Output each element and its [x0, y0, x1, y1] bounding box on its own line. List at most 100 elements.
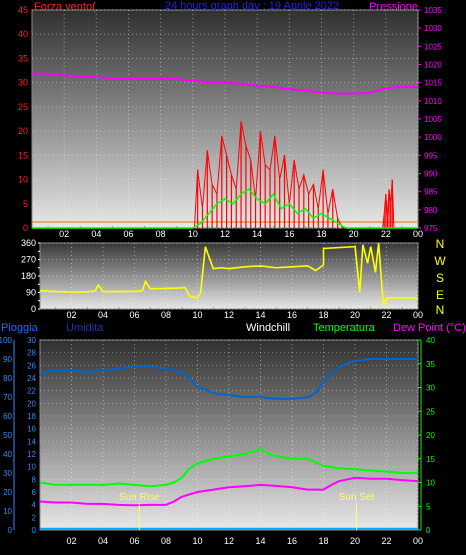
x-tick-label: 18: [316, 229, 326, 239]
left-tick-label: 30: [18, 78, 28, 88]
x-tick-label: 14: [252, 229, 262, 239]
rain-tick-label: 12: [27, 450, 36, 459]
x-tick-label: 14: [255, 310, 265, 320]
x-tick-label: 10: [192, 536, 202, 546]
humidity-tick-label: 10: [3, 507, 12, 516]
x-tick-label: 10: [192, 310, 202, 320]
compass-label-n-top: N: [436, 237, 445, 251]
compass-label-s: S: [436, 271, 444, 285]
rain-tick-label: 30: [27, 336, 36, 345]
humidity-tick-label: 80: [3, 374, 12, 383]
x-tick-label: 00: [413, 536, 423, 546]
legend-dew-point: Dew Point (°C): [393, 322, 466, 334]
left-tick-label: 45: [18, 5, 28, 15]
x-tick-label: 08: [156, 229, 166, 239]
x-tick-label: 18: [318, 536, 328, 546]
rain-tick-label: 0: [32, 526, 37, 535]
x-tick-label: 18: [318, 310, 328, 320]
right-tick-label: 975: [424, 224, 438, 233]
dew-point-line: [39, 476, 419, 507]
sun-set-label: Sun Set: [339, 492, 375, 503]
x-tick-label: 16: [284, 229, 294, 239]
right-tick-label: 1035: [424, 6, 442, 15]
left-tick-label: 25: [18, 102, 28, 112]
x-tick-label: 08: [161, 536, 171, 546]
rain-tick-label: 18: [27, 412, 36, 421]
x-tick-label: 22: [381, 229, 391, 239]
panel2-grid: [40, 242, 419, 310]
wind-direction-line: [39, 242, 418, 306]
x-tick-label: 02: [66, 536, 76, 546]
temperature-tick-label: 35: [426, 360, 435, 369]
left-tick-label: 15: [18, 150, 28, 160]
temperature-tick-label: 15: [426, 455, 435, 464]
right-tick-label: 1020: [424, 61, 442, 70]
temperature-tick-label: 30: [426, 384, 435, 393]
x-tick-label: 12: [224, 310, 234, 320]
panel1-plot-area: [31, 9, 419, 229]
right-tick-label: 1030: [424, 24, 442, 33]
x-tick-label: 20: [350, 310, 360, 320]
x-tick-label: 16: [287, 536, 297, 546]
rain-tick-label: 4: [32, 501, 37, 510]
left-tick-label: 5: [23, 199, 28, 209]
x-tick-label: 10: [188, 229, 198, 239]
panel2-plot-area: [39, 242, 419, 310]
panel1-title: 24 hours graph day : 19 Aprile 2022: [165, 0, 339, 12]
x-tick-label: 12: [220, 229, 230, 239]
humidity-line: [39, 358, 418, 400]
panel1-left-axis-title: Forza vento(: [34, 1, 96, 13]
x-tick-label: 04: [98, 536, 108, 546]
panel3-humidity-axis-title: Umidita: [66, 322, 104, 334]
x-tick-label: 22: [381, 310, 391, 320]
right-tick-label: 1015: [424, 79, 442, 88]
humidity-tick-label: 0: [8, 526, 13, 535]
rain-tick-label: 14: [27, 437, 36, 446]
x-tick-label: 02: [59, 229, 69, 239]
rain-tick-label: 22: [27, 387, 36, 396]
x-tick-label: 04: [98, 310, 108, 320]
temperature-line: [39, 448, 418, 488]
pressure-line: [32, 72, 418, 95]
x-tick-label: 04: [91, 229, 101, 239]
x-tick-label: 22: [381, 536, 391, 546]
rain-tick-label: 20: [27, 399, 36, 408]
left-tick-label: 40: [18, 29, 28, 39]
right-tick-label: 1005: [424, 115, 442, 124]
x-tick-label: 06: [123, 229, 133, 239]
x-tick-label: 00: [413, 310, 423, 320]
humidity-tick-label: 70: [3, 393, 12, 402]
right-tick-label: 995: [424, 151, 438, 160]
temperature-tick-label: 0: [426, 526, 431, 535]
temperature-tick-label: 20: [426, 431, 435, 440]
temperature-tick-label: 40: [426, 336, 435, 345]
left-tick-label: 10: [18, 175, 28, 185]
rain-tick-label: 24: [27, 374, 36, 383]
right-tick-label: 980: [424, 206, 438, 215]
humidity-tick-label: 50: [3, 431, 12, 440]
right-tick-label: 1025: [424, 42, 442, 51]
x-tick-label: 20: [350, 536, 360, 546]
wind-line: [32, 188, 418, 229]
rain-tick-label: 6: [32, 488, 37, 497]
x-tick-label: 06: [129, 536, 139, 546]
temperature-tick-label: 25: [426, 407, 435, 416]
direction-tick-label: 0: [31, 304, 36, 314]
panel3-plot-area: [39, 339, 419, 531]
compass-label-e: E: [436, 288, 444, 302]
legend-windchill: Windchill: [246, 322, 290, 334]
humidity-tick-label: 100: [0, 336, 13, 345]
panel2-series: [39, 242, 418, 306]
rain-tick-label: 28: [27, 349, 36, 358]
rain-tick-label: 26: [27, 361, 36, 370]
humidity-tick-label: 60: [3, 412, 12, 421]
direction-tick-label: 360: [21, 238, 36, 248]
right-tick-label: 985: [424, 188, 438, 197]
rain-tick-label: 16: [27, 425, 36, 434]
gust-line: [32, 121, 418, 229]
compass-label-n-bottom: N: [436, 303, 445, 317]
rain-tick-label: 8: [32, 475, 37, 484]
panel1-right-axis-title: Pressione: [369, 1, 418, 13]
